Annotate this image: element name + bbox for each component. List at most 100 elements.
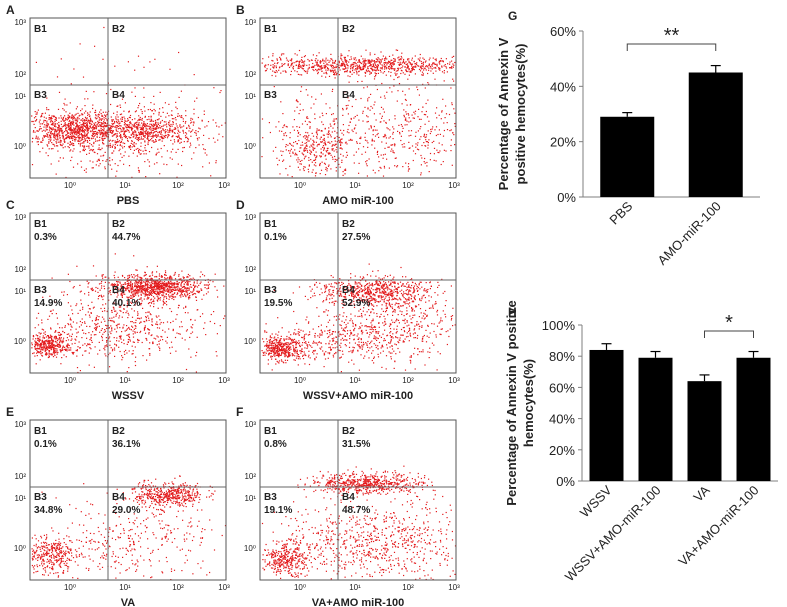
event-dot bbox=[371, 144, 373, 146]
event-dot bbox=[310, 66, 313, 68]
event-dot bbox=[173, 118, 175, 120]
event-dot bbox=[165, 283, 167, 285]
event-dot bbox=[402, 65, 404, 67]
event-dot bbox=[143, 298, 145, 300]
event-dot bbox=[189, 281, 191, 283]
event-dot bbox=[147, 125, 149, 127]
event-dot bbox=[362, 112, 364, 114]
event-dot bbox=[374, 129, 376, 131]
event-dot bbox=[322, 139, 324, 141]
event-dot bbox=[364, 61, 366, 63]
event-dot bbox=[43, 116, 45, 118]
event-dot bbox=[138, 281, 140, 284]
event-dot bbox=[168, 282, 170, 285]
event-dot bbox=[71, 142, 73, 144]
event-dot bbox=[70, 137, 73, 140]
event-dot bbox=[306, 150, 308, 152]
event-dot bbox=[151, 278, 153, 280]
event-dot bbox=[414, 113, 416, 115]
event-dot bbox=[126, 343, 128, 345]
event-dot bbox=[378, 161, 380, 163]
panel-caption: AMO miR-100 bbox=[322, 195, 394, 207]
event-dot bbox=[400, 55, 402, 58]
event-dot bbox=[156, 152, 158, 154]
event-dot bbox=[81, 124, 83, 126]
event-dot bbox=[95, 326, 97, 329]
event-dot bbox=[183, 280, 185, 282]
event-dot bbox=[130, 281, 132, 283]
event-dot bbox=[70, 135, 72, 137]
event-dot bbox=[338, 163, 340, 165]
event-dot bbox=[326, 133, 328, 135]
event-dot bbox=[170, 322, 172, 324]
event-dot bbox=[100, 118, 102, 120]
event-dot bbox=[146, 266, 148, 268]
event-dot bbox=[128, 350, 130, 352]
event-dot bbox=[450, 150, 452, 152]
event-dot bbox=[141, 138, 143, 140]
event-dot bbox=[362, 63, 364, 65]
event-dot bbox=[48, 350, 50, 352]
event-dot bbox=[315, 61, 317, 63]
event-dot bbox=[85, 110, 87, 112]
event-dot bbox=[158, 294, 160, 296]
event-dot bbox=[167, 131, 169, 133]
event-dot bbox=[188, 130, 190, 132]
event-dot bbox=[419, 57, 421, 59]
event-dot bbox=[141, 291, 144, 293]
event-dot bbox=[314, 64, 316, 66]
event-dot bbox=[372, 130, 374, 132]
event-dot bbox=[45, 345, 47, 347]
event-dot bbox=[77, 132, 79, 134]
event-dot bbox=[157, 286, 159, 288]
event-dot bbox=[51, 354, 53, 356]
event-dot bbox=[404, 73, 406, 75]
event-dot bbox=[134, 275, 136, 277]
event-dot bbox=[151, 146, 153, 149]
event-dot bbox=[392, 126, 394, 128]
event-dot bbox=[68, 125, 70, 127]
event-dot bbox=[132, 293, 135, 295]
event-dot bbox=[301, 60, 303, 62]
event-dot bbox=[332, 113, 334, 115]
event-dot bbox=[113, 316, 115, 318]
event-dot bbox=[87, 98, 89, 100]
event-dot bbox=[113, 123, 115, 125]
event-dot bbox=[147, 296, 149, 298]
event-dot bbox=[294, 53, 296, 55]
event-dot bbox=[413, 66, 415, 68]
event-dot bbox=[308, 159, 310, 161]
event-dot bbox=[307, 117, 309, 119]
event-dot bbox=[101, 122, 103, 125]
event-dot bbox=[137, 284, 139, 287]
event-dot bbox=[375, 58, 377, 60]
event-dot bbox=[92, 307, 94, 309]
event-dot bbox=[131, 291, 133, 293]
event-dot bbox=[50, 127, 52, 129]
event-dot bbox=[273, 67, 275, 69]
event-dot bbox=[364, 139, 367, 141]
event-dot bbox=[180, 141, 182, 143]
event-dot bbox=[70, 149, 72, 151]
event-dot bbox=[109, 340, 111, 342]
event-dot bbox=[372, 64, 374, 66]
event-dot bbox=[79, 126, 81, 128]
event-dot bbox=[171, 290, 173, 293]
event-dot bbox=[351, 129, 353, 131]
event-dot bbox=[401, 103, 403, 105]
event-dot bbox=[127, 284, 130, 286]
event-dot bbox=[365, 163, 368, 165]
event-dot bbox=[372, 134, 374, 136]
y-tick-label: 10² bbox=[14, 70, 26, 79]
event-dot bbox=[224, 122, 226, 124]
event-dot bbox=[79, 114, 81, 116]
event-dot bbox=[94, 138, 96, 140]
event-dot bbox=[150, 284, 152, 286]
event-dot bbox=[356, 142, 358, 144]
event-dot bbox=[82, 149, 84, 151]
y-tick-label: 10³ bbox=[244, 18, 256, 27]
event-dot bbox=[39, 347, 41, 349]
event-dot bbox=[116, 138, 119, 140]
event-dot bbox=[356, 141, 358, 143]
event-dot bbox=[140, 277, 142, 279]
